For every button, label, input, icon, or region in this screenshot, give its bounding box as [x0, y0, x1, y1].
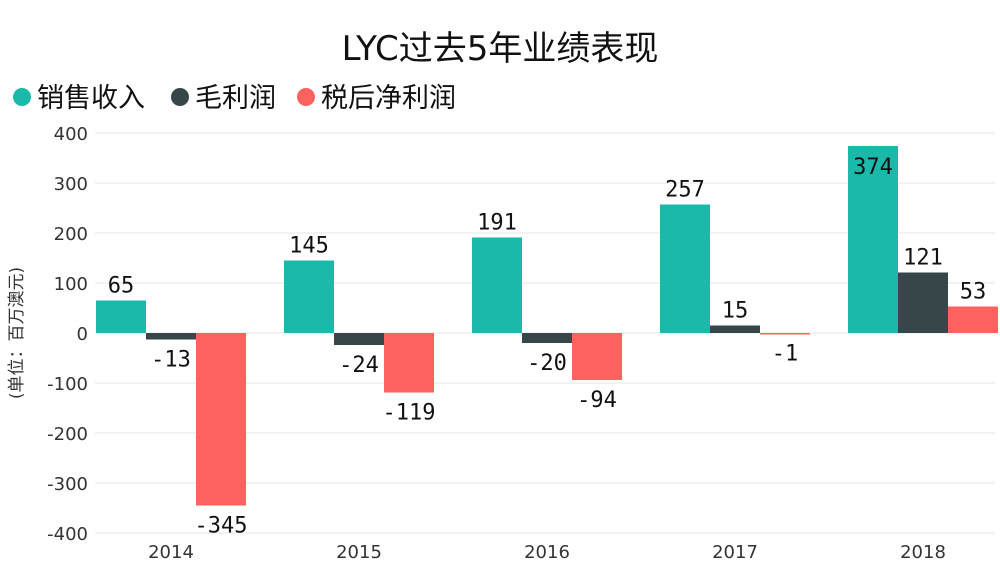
data-label-2015-2: -119 — [383, 401, 436, 426]
y-tick-label: 400 — [54, 124, 88, 145]
data-label-2014-1: -13 — [151, 348, 191, 373]
x-tick-label: 2014 — [148, 542, 194, 563]
data-label-2014-0: 65 — [108, 274, 135, 299]
legend: 销售收入 毛利润 税后净利润 — [13, 83, 456, 114]
x-tick-label: 2017 — [712, 542, 758, 563]
legend-label-0: 销售收入 — [37, 83, 145, 114]
y-axis-ticks: 400 300 200 100 0 -100 -200 -300 -400 — [47, 124, 88, 545]
y-tick-label: -400 — [47, 524, 88, 545]
data-label-2017-1: 15 — [722, 299, 749, 324]
legend-label-1: 毛利润 — [195, 83, 276, 114]
bar-2017-0 — [660, 204, 710, 333]
x-tick-label: 2016 — [524, 542, 570, 563]
chart-title: LYC过去5年业绩表现 — [342, 29, 659, 69]
bar-2014-2 — [196, 333, 246, 506]
bar-2018-2 — [948, 306, 998, 333]
legend-marker-0 — [13, 88, 31, 106]
legend-marker-2 — [297, 88, 315, 106]
data-label-2018-0: 374 — [853, 155, 893, 180]
bar-2018-1 — [898, 272, 948, 333]
y-tick-label: -300 — [47, 474, 88, 495]
data-label-2015-1: -24 — [339, 353, 379, 378]
bar-2014-0 — [96, 300, 146, 333]
data-label-2016-1: -20 — [527, 351, 567, 376]
data-label-2016-0: 191 — [477, 211, 517, 236]
bar-2016-0 — [472, 237, 522, 333]
data-label-2017-2: -1 — [772, 342, 799, 367]
bar-2018-0 — [848, 146, 898, 333]
data-label-2017-0: 257 — [665, 178, 705, 203]
bar-2017-2 — [760, 333, 810, 335]
bar-2015-0 — [284, 260, 334, 333]
data-label-2015-0: 145 — [289, 234, 329, 259]
bars — [96, 146, 998, 506]
y-tick-label: 300 — [54, 174, 88, 195]
y-tick-label: 200 — [54, 224, 88, 245]
bar-2014-1 — [146, 333, 196, 340]
y-tick-label: -100 — [47, 374, 88, 395]
x-axis-ticks: 2014 2015 2016 2017 2018 — [148, 542, 946, 563]
legend-label-2: 税后净利润 — [321, 83, 456, 114]
y-axis-label: (单位：百万澳元) — [7, 267, 27, 399]
bar-2017-1 — [710, 325, 760, 333]
bar-2016-2 — [572, 333, 622, 380]
y-tick-label: 0 — [77, 324, 88, 345]
data-label-2018-2: 53 — [960, 280, 987, 305]
x-tick-label: 2015 — [336, 542, 382, 563]
x-tick-label: 2018 — [900, 542, 946, 563]
data-label-2018-1: 121 — [903, 246, 943, 271]
bar-2015-2 — [384, 333, 434, 393]
y-tick-label: 100 — [54, 274, 88, 295]
data-labels: 65 -13 -345 145 -24-119 191 -20 -94 257 15 -1 374 12… — [108, 155, 987, 539]
y-tick-label: -200 — [47, 424, 88, 445]
data-label-2014-2: -345 — [195, 514, 248, 539]
bar-2015-1 — [334, 333, 384, 345]
bar-2016-1 — [522, 333, 572, 343]
legend-marker-1 — [171, 88, 189, 106]
data-label-2016-2: -94 — [577, 388, 617, 413]
